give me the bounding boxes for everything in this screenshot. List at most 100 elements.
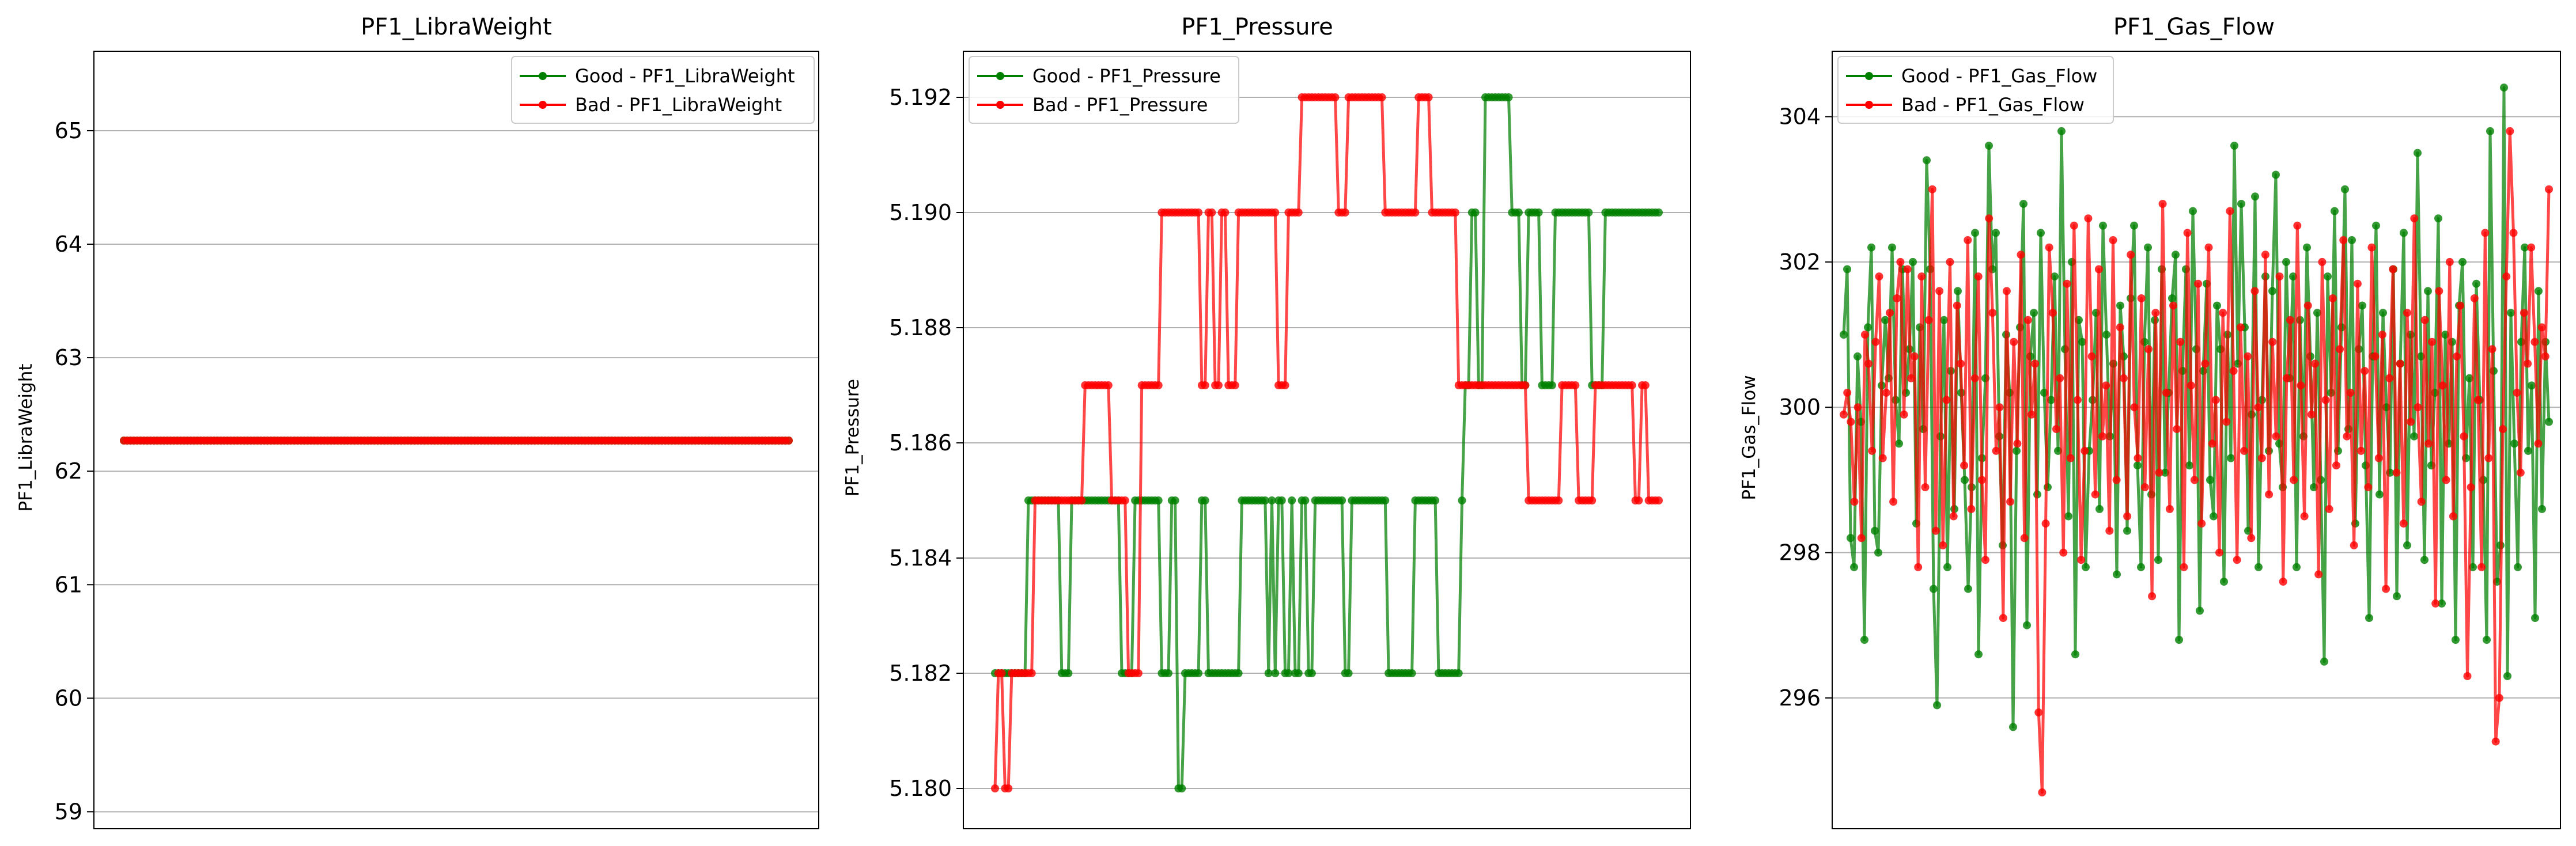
data-point bbox=[2002, 287, 2011, 295]
data-point bbox=[1874, 548, 1882, 557]
data-point bbox=[1294, 669, 1303, 677]
grid bbox=[963, 97, 1690, 789]
data-point bbox=[1628, 381, 1636, 389]
data-point bbox=[2109, 236, 2117, 244]
data-point bbox=[2268, 337, 2277, 346]
data-point bbox=[2134, 461, 2142, 470]
data-point bbox=[2339, 236, 2348, 244]
data-point bbox=[2318, 257, 2327, 266]
data-point bbox=[2531, 614, 2539, 623]
data-point bbox=[2527, 243, 2536, 252]
data-point bbox=[2130, 403, 2139, 412]
data-point bbox=[2477, 563, 2486, 571]
data-point bbox=[991, 784, 999, 792]
data-point bbox=[1985, 214, 1994, 223]
data-point bbox=[1341, 208, 1349, 217]
data-point bbox=[2535, 287, 2543, 295]
data-point bbox=[2047, 396, 2055, 404]
data-point bbox=[2052, 425, 2060, 434]
data-point bbox=[2215, 548, 2223, 557]
data-point bbox=[2341, 185, 2349, 194]
data-point bbox=[2185, 461, 2193, 470]
data-point bbox=[2099, 221, 2107, 230]
data-point bbox=[2452, 636, 2460, 644]
data-point bbox=[2010, 337, 2018, 346]
data-point bbox=[2420, 556, 2429, 564]
data-point bbox=[2414, 403, 2422, 412]
data-point bbox=[2403, 541, 2411, 549]
data-point bbox=[2420, 316, 2429, 324]
subplot-libra-weight: PF1_LibraWeight PF1_LibraWeight 59 60 61 62… bbox=[16, 14, 819, 829]
data-point bbox=[1431, 496, 1440, 504]
data-point bbox=[2445, 257, 2454, 266]
data-point bbox=[2313, 309, 2321, 317]
data-point bbox=[1935, 287, 1944, 295]
series-bad bbox=[120, 437, 793, 445]
data-point bbox=[2165, 504, 2174, 513]
data-point bbox=[1895, 439, 1903, 448]
data-point bbox=[2350, 541, 2358, 549]
data-point bbox=[1843, 389, 1852, 397]
chart-title: PF1_LibraWeight bbox=[361, 14, 552, 40]
legend-box bbox=[969, 56, 1239, 124]
data-point bbox=[2172, 251, 2180, 259]
data-point bbox=[2078, 337, 2086, 346]
data-point bbox=[2514, 563, 2522, 571]
data-point bbox=[1930, 585, 1938, 593]
y-tick-label: 298 bbox=[1779, 540, 1821, 566]
data-point bbox=[1974, 272, 1983, 281]
data-point bbox=[1408, 669, 1416, 677]
data-point bbox=[2375, 490, 2384, 499]
series-bad bbox=[991, 93, 1663, 792]
data-point bbox=[2495, 693, 2503, 702]
data-point bbox=[2116, 323, 2124, 332]
data-point bbox=[1946, 257, 1954, 266]
data-point bbox=[2037, 229, 2045, 237]
data-point bbox=[2204, 243, 2213, 252]
data-point bbox=[1064, 669, 1073, 677]
data-point bbox=[2424, 439, 2433, 448]
data-point bbox=[2442, 476, 2450, 484]
data-point bbox=[2251, 192, 2259, 201]
data-point bbox=[2038, 788, 2047, 796]
data-point bbox=[2227, 454, 2235, 462]
data-point bbox=[1943, 563, 1951, 571]
data-point bbox=[1208, 208, 1216, 217]
data-point bbox=[2057, 127, 2066, 135]
data-point bbox=[2407, 418, 2415, 426]
data-point bbox=[2081, 446, 2089, 455]
data-point bbox=[2364, 483, 2373, 491]
y-tick-label: 5.184 bbox=[889, 545, 952, 571]
data-point bbox=[1514, 208, 1523, 217]
data-point bbox=[2372, 221, 2380, 230]
data-point bbox=[2453, 352, 2461, 361]
data-point bbox=[1201, 496, 1209, 504]
data-point bbox=[2162, 389, 2170, 397]
data-point bbox=[1154, 496, 1163, 504]
data-point bbox=[1928, 185, 1936, 194]
data-point bbox=[2374, 454, 2383, 462]
data-point bbox=[1957, 359, 1965, 368]
data-point bbox=[1893, 294, 1901, 302]
data-point bbox=[1271, 208, 1280, 217]
data-point bbox=[2325, 504, 2333, 513]
data-point bbox=[2240, 446, 2248, 455]
data-point bbox=[2320, 657, 2328, 666]
data-point bbox=[1004, 784, 1013, 792]
data-point bbox=[785, 437, 793, 445]
legend-bad-marker bbox=[996, 101, 1004, 109]
y-tick-label: 296 bbox=[1779, 685, 1821, 711]
data-point bbox=[2206, 476, 2214, 484]
data-point bbox=[2499, 425, 2507, 434]
data-point bbox=[1458, 496, 1466, 504]
data-point bbox=[2272, 432, 2280, 441]
data-point bbox=[1992, 229, 2000, 237]
data-point bbox=[2123, 526, 2131, 535]
y-tick-label: 5.186 bbox=[889, 430, 952, 456]
data-point bbox=[2226, 207, 2234, 215]
data-point bbox=[1281, 381, 1289, 389]
chart-title: PF1_Pressure bbox=[1181, 14, 1333, 40]
data-point bbox=[1154, 381, 1163, 389]
data-point bbox=[2045, 243, 2053, 252]
data-point bbox=[1534, 208, 1543, 217]
